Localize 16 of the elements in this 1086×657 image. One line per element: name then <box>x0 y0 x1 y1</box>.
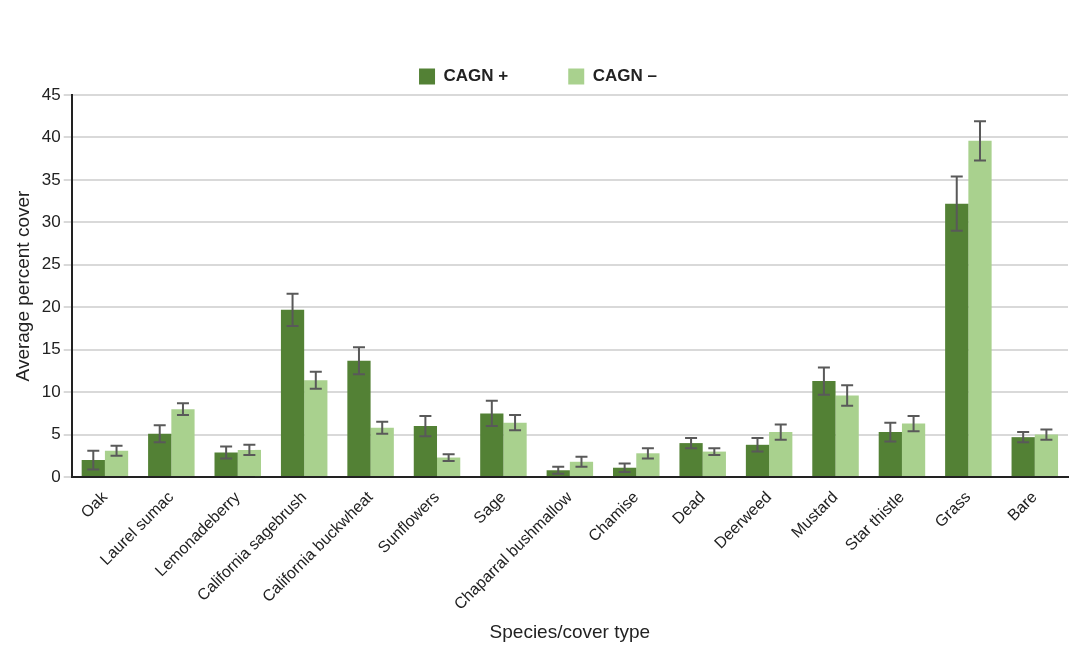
y-tick-label: 35 <box>41 169 61 189</box>
x-tick-label: Bare <box>1004 487 1041 524</box>
y-axis-title: Average percent cover <box>11 189 33 382</box>
y-tick-label: 0 <box>51 466 61 486</box>
y-tick-label: 25 <box>41 254 61 274</box>
y-tick-label: 15 <box>41 339 61 359</box>
x-axis-title: Species/cover type <box>489 620 651 642</box>
legend-label: CAGN – <box>592 66 657 86</box>
y-tick-label: 40 <box>41 127 61 147</box>
y-tick-label: 45 <box>41 84 61 104</box>
x-tick-label: Oak <box>77 487 111 521</box>
y-tick-label: 5 <box>51 424 61 444</box>
y-tick-label: 30 <box>41 212 61 232</box>
y-tick-label: 10 <box>41 381 61 401</box>
y-tick-label: 20 <box>41 296 61 316</box>
legend-label: CAGN + <box>443 66 509 86</box>
